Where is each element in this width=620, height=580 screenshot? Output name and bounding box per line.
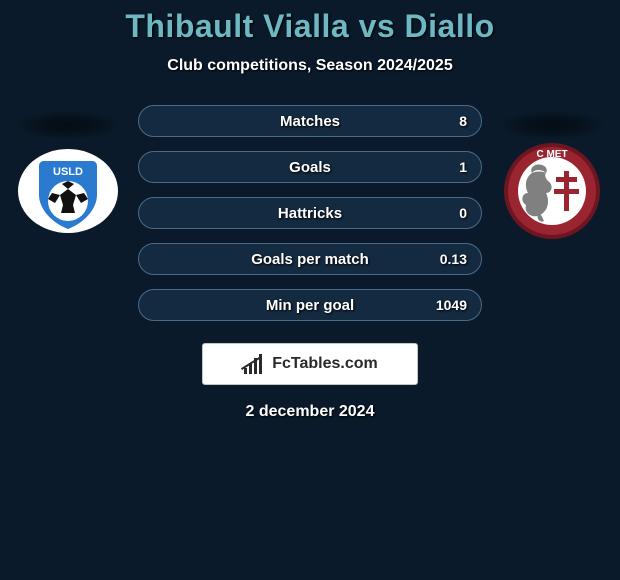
content-row: USLD Matches 8 Goals [0,105,620,321]
stat-row-goals-per-match: Goals per match 0.13 [138,243,482,275]
player-shadow-left [16,111,120,139]
stat-right-value: 8 [459,113,467,129]
left-club-badge: USLD [18,147,118,235]
usld-badge-icon: USLD [18,147,118,235]
stat-right-value: 0.13 [440,251,467,267]
stat-row-min-per-goal: Min per goal 1049 [138,289,482,321]
stat-row-hattricks: Hattricks 0 [138,197,482,229]
player-shadow-right [500,111,604,139]
generation-date: 2 december 2024 [0,403,620,421]
stat-right-value: 0 [459,205,467,221]
svg-text:C MET: C MET [536,149,567,160]
stat-label: Goals per match [251,251,369,268]
page-title: Thibault Vialla vs Diallo [0,8,620,45]
brand-text: FcTables.com [272,355,378,373]
bar-chart-icon [242,354,266,374]
page-subtitle: Club competitions, Season 2024/2025 [0,57,620,75]
stat-row-matches: Matches 8 [138,105,482,137]
stat-row-goals: Goals 1 [138,151,482,183]
stats-column: Matches 8 Goals 1 Hattricks 0 Goals per … [138,105,482,321]
stat-label: Hattricks [278,205,342,222]
left-player-column: USLD [8,105,128,235]
right-club-badge: C MET [502,147,602,235]
stat-label: Goals [289,159,331,176]
stat-label: Matches [280,113,340,130]
stat-label: Min per goal [266,297,354,314]
comparison-card: Thibault Vialla vs Diallo Club competiti… [0,0,620,421]
metz-badge-icon: C MET [502,143,602,239]
svg-text:USLD: USLD [53,166,83,178]
stat-right-value: 1 [459,159,467,175]
brand-attribution: FcTables.com [202,343,418,385]
stat-right-value: 1049 [436,297,467,313]
right-player-column: C MET [492,105,612,235]
